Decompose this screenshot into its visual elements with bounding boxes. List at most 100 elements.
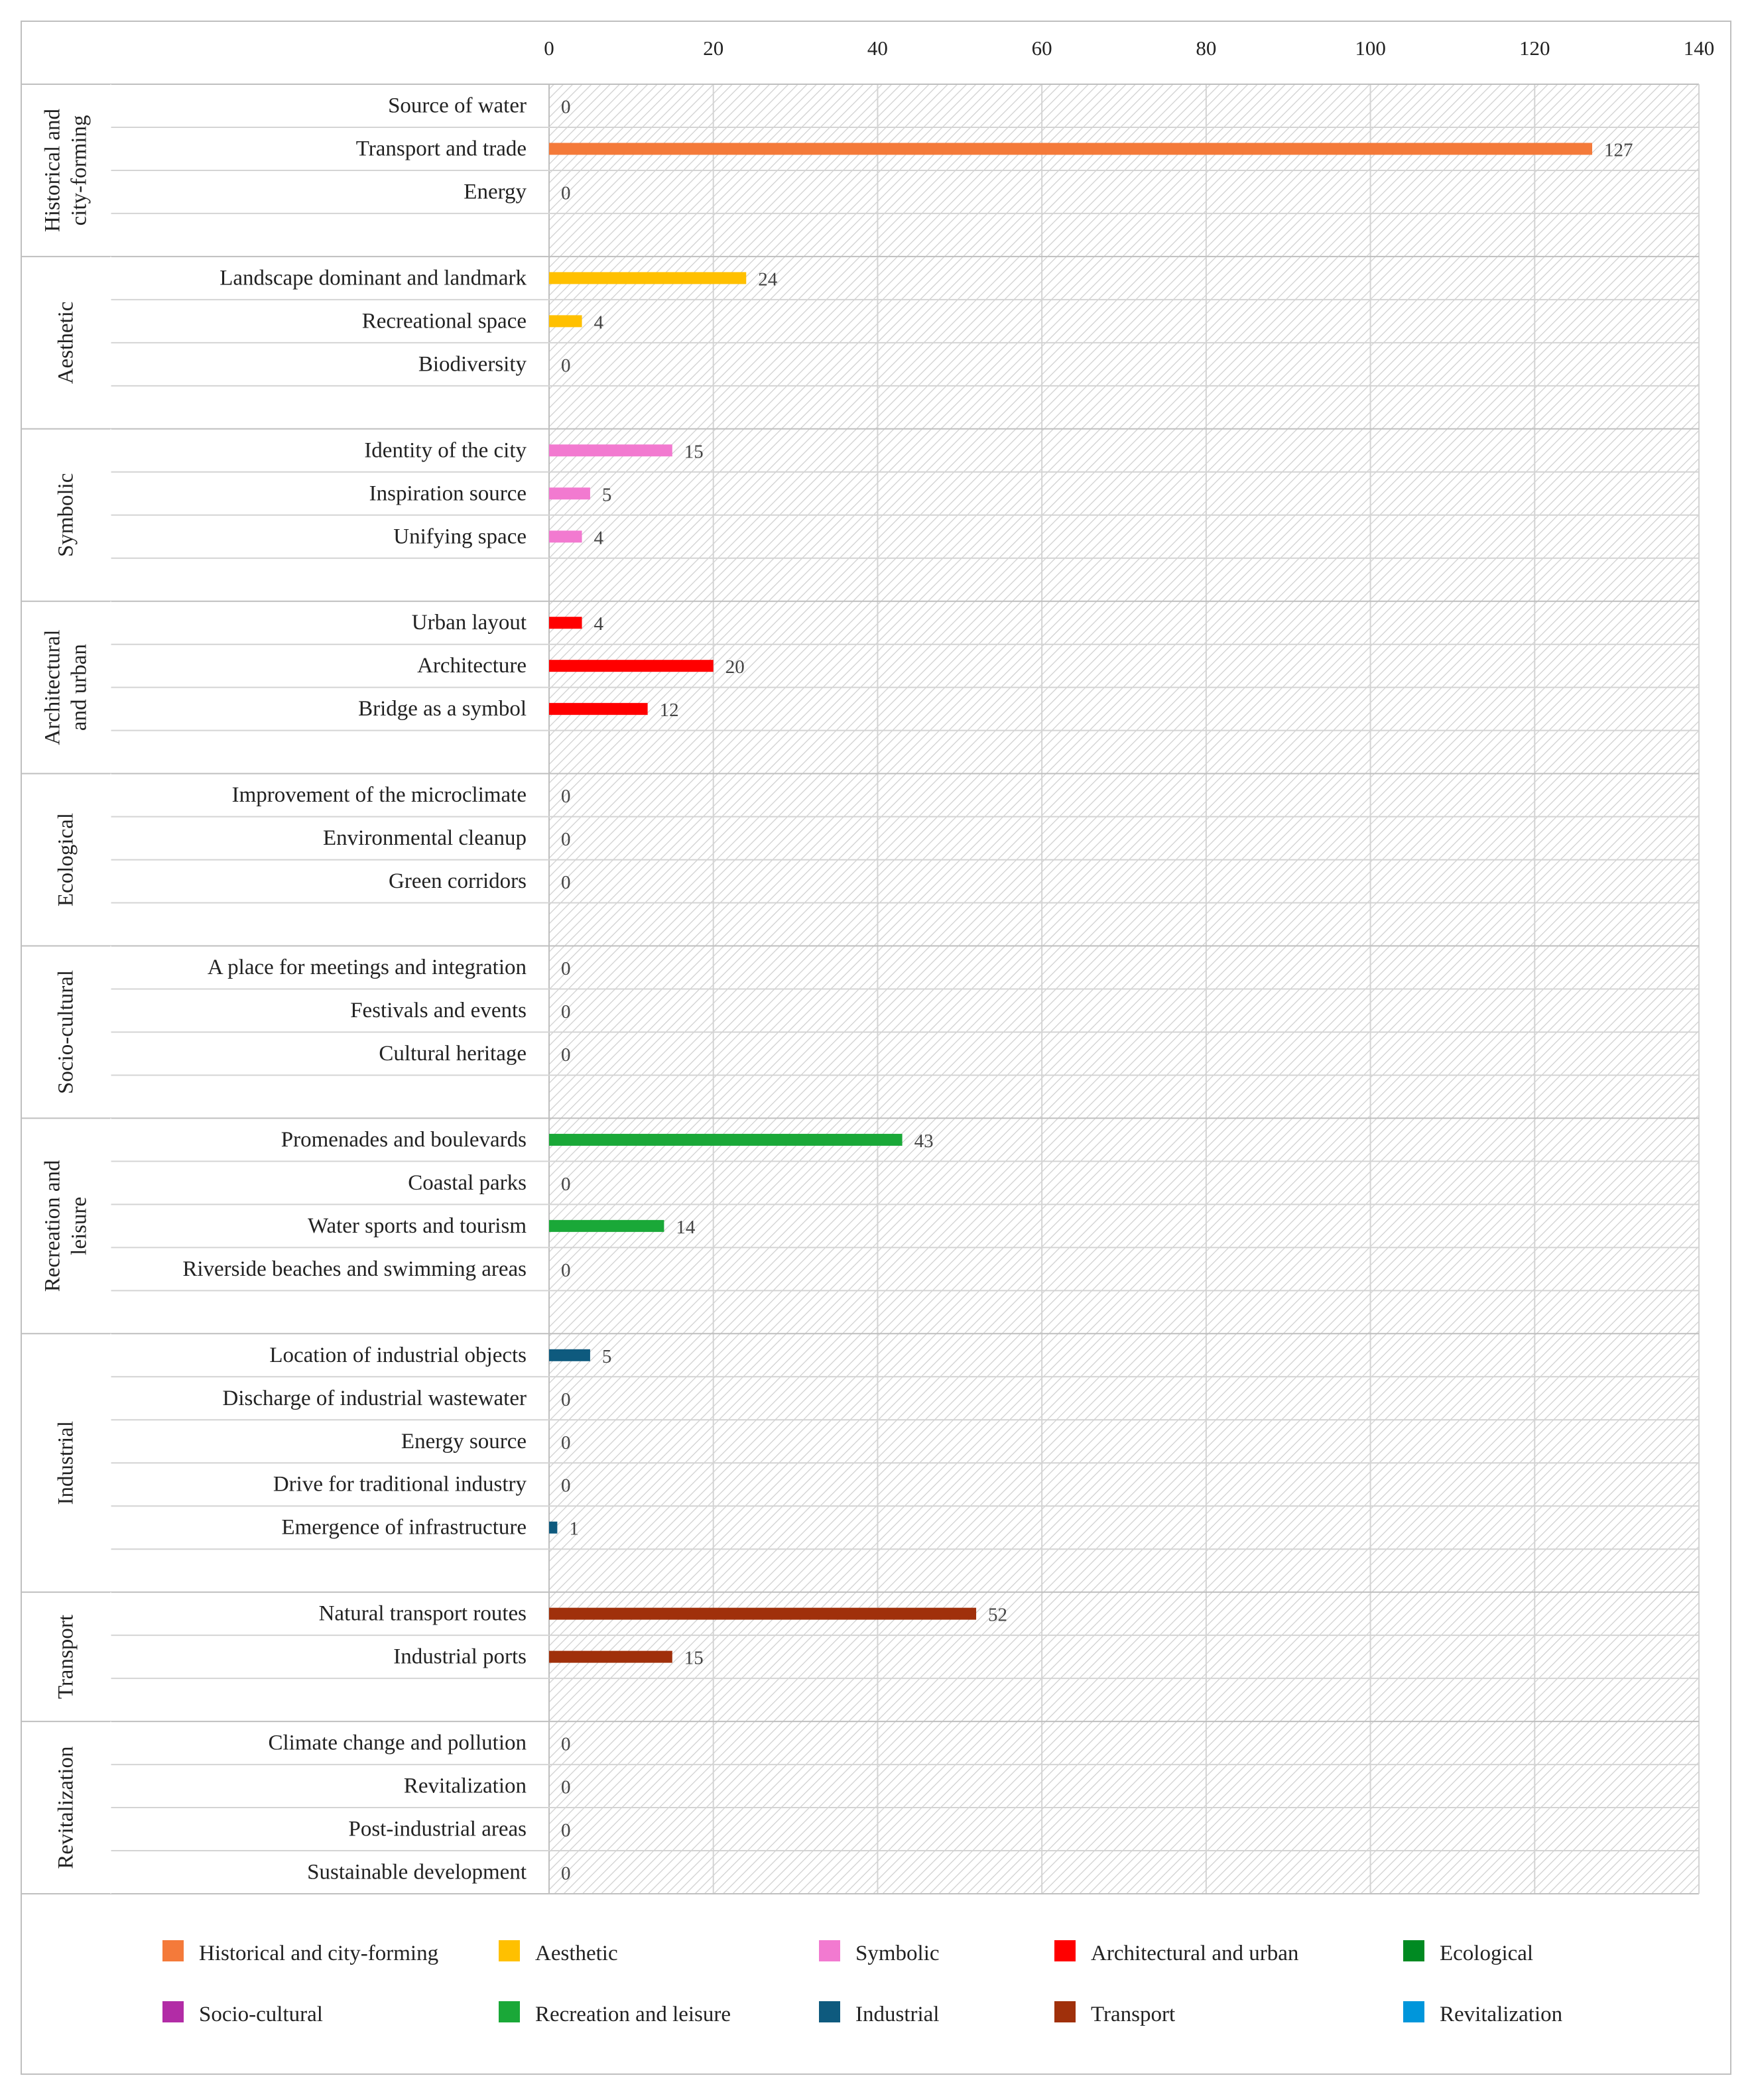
data-label: 24: [758, 269, 778, 290]
legend-swatch[interactable]: [1403, 2001, 1424, 2022]
category-label: Inspiration source: [369, 481, 527, 505]
category-label: Drive for traditional industry: [273, 1473, 527, 1497]
group-label: Symbolic: [54, 473, 78, 558]
data-label: 52: [988, 1605, 1007, 1626]
legend-swatch[interactable]: [499, 1940, 520, 1961]
bar[interactable]: [549, 530, 582, 543]
group-label: Architectural: [41, 630, 65, 745]
data-label: 0: [561, 1820, 571, 1841]
data-label: 0: [561, 1432, 571, 1453]
category-label: Coastal parks: [408, 1171, 527, 1195]
category-label: Promenades and boulevards: [281, 1128, 527, 1152]
category-label: Water sports and tourism: [308, 1214, 527, 1238]
legend-swatch[interactable]: [1403, 1940, 1424, 1961]
data-label: 0: [561, 1044, 571, 1066]
category-label: Landscape dominant and landmark: [219, 266, 527, 290]
category-label: Source of water: [388, 93, 527, 117]
x-tick-label: 80: [1196, 36, 1216, 60]
data-label: 0: [561, 829, 571, 850]
legend-label[interactable]: Socio-cultural: [199, 2003, 323, 2026]
category-label: Improvement of the microclimate: [232, 783, 527, 807]
bar[interactable]: [549, 1521, 558, 1534]
x-tick-label: 120: [1519, 36, 1550, 60]
bar[interactable]: [549, 1650, 672, 1663]
bar[interactable]: [549, 1607, 977, 1620]
bar[interactable]: [549, 660, 714, 672]
data-label: 12: [660, 700, 679, 721]
legend-swatch[interactable]: [819, 1940, 840, 1961]
category-label: Energy source: [401, 1430, 527, 1453]
data-label: 0: [561, 786, 571, 807]
category-label: Environmental cleanup: [323, 826, 527, 850]
group-label: Revitalization: [54, 1746, 78, 1869]
legend-label[interactable]: Transport: [1091, 2003, 1175, 2026]
data-label: 0: [561, 1174, 571, 1195]
legend-swatch[interactable]: [819, 2001, 840, 2022]
x-tick-label: 0: [544, 36, 554, 60]
bar[interactable]: [549, 315, 582, 328]
group-label: Historical and: [41, 108, 65, 232]
bar[interactable]: [549, 1349, 590, 1361]
legend-swatch[interactable]: [499, 2001, 520, 2022]
legend-label[interactable]: Revitalization: [1440, 2003, 1562, 2026]
group-label: Aesthetic: [54, 302, 78, 385]
data-label: 0: [561, 355, 571, 376]
legend-label[interactable]: Ecological: [1440, 1942, 1533, 1965]
category-label: Urban layout: [412, 611, 527, 635]
legend-swatch[interactable]: [1054, 1940, 1076, 1961]
category-label: Natural transport routes: [319, 1602, 527, 1626]
category-label: Bridge as a symbol: [358, 697, 527, 721]
x-tick-label: 20: [703, 36, 723, 60]
bar[interactable]: [549, 703, 648, 715]
data-label: 5: [602, 484, 612, 505]
data-label: 0: [561, 872, 571, 893]
data-label: 0: [561, 958, 571, 979]
category-label: Industrial ports: [393, 1645, 527, 1669]
group-label: Ecological: [54, 813, 78, 906]
data-label: 4: [594, 613, 604, 635]
category-label: Biodiversity: [418, 352, 527, 376]
category-label: Architecture: [417, 654, 527, 678]
data-label: 0: [561, 1863, 571, 1884]
group-label: city-forming: [68, 115, 92, 226]
group-label: Recreation and: [41, 1160, 65, 1292]
data-label: 0: [561, 1260, 571, 1281]
legend-swatch[interactable]: [162, 2001, 184, 2022]
data-label: 0: [561, 182, 571, 204]
data-label: 0: [561, 1475, 571, 1497]
legend-swatch[interactable]: [162, 1940, 184, 1961]
legend-label[interactable]: Recreation and leisure: [535, 2003, 731, 2026]
data-label: 0: [561, 96, 571, 117]
category-label: Climate change and pollution: [269, 1731, 527, 1755]
category-label: Identity of the city: [364, 438, 527, 462]
group-label: Industrial: [54, 1421, 78, 1505]
bar[interactable]: [549, 617, 582, 629]
category-label: Festivals and events: [350, 999, 527, 1022]
data-label: 0: [561, 1777, 571, 1798]
category-label: Energy: [464, 180, 527, 204]
legend-label[interactable]: Industrial: [855, 2003, 939, 2026]
legend-label[interactable]: Architectural and urban: [1091, 1942, 1298, 1965]
bar[interactable]: [549, 444, 672, 457]
data-label: 4: [594, 312, 604, 333]
bar[interactable]: [549, 1219, 664, 1232]
data-label: 4: [594, 527, 604, 548]
group-label: Transport: [54, 1615, 78, 1699]
bar[interactable]: [549, 487, 590, 500]
group-label: leisure: [68, 1197, 92, 1255]
group-label: and urban: [68, 644, 92, 731]
category-label: Recreational space: [362, 309, 527, 333]
data-label: 0: [561, 1389, 571, 1410]
category-label: Post-industrial areas: [348, 1818, 527, 1841]
category-label: Discharge of industrial wastewater: [223, 1387, 527, 1410]
category-label: Green corridors: [389, 869, 527, 893]
bar[interactable]: [549, 1133, 903, 1146]
bar[interactable]: [549, 143, 1592, 155]
legend-label[interactable]: Symbolic: [855, 1942, 940, 1965]
legend-label[interactable]: Aesthetic: [535, 1942, 618, 1965]
bar[interactable]: [549, 272, 747, 284]
legend-label[interactable]: Historical and city-forming: [199, 1942, 438, 1965]
legend-swatch[interactable]: [1054, 2001, 1076, 2022]
